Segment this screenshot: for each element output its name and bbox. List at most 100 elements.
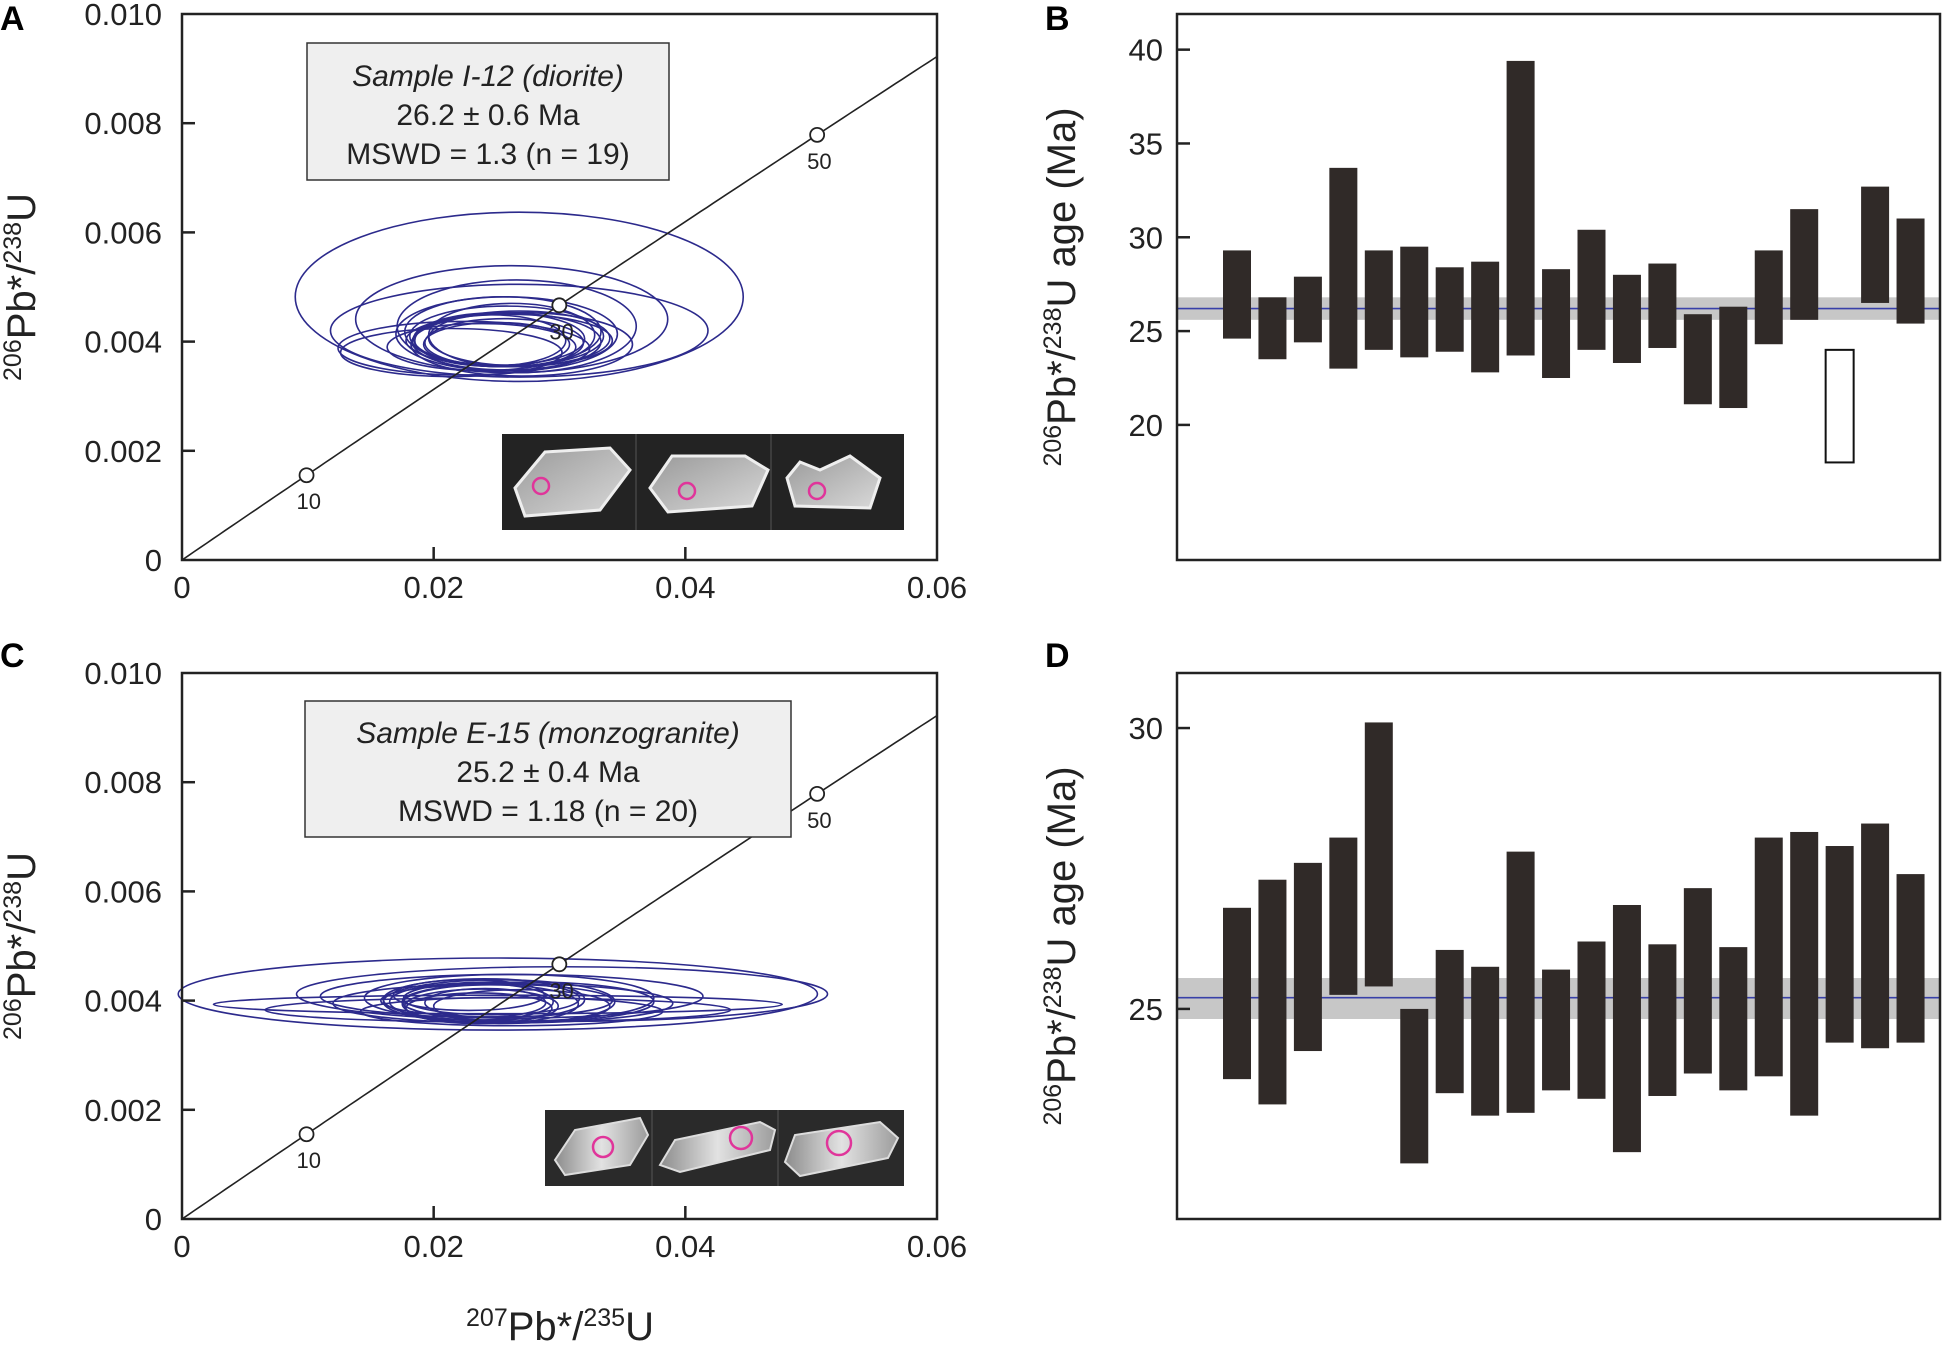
age-bar (1648, 944, 1677, 1096)
age-bar (1683, 314, 1712, 405)
x-tick-label: 0.04 (655, 1229, 715, 1264)
age-bar (1683, 888, 1712, 1074)
data-ellipse (177, 957, 819, 1031)
panel-c-ellipses (177, 957, 829, 1031)
data-ellipse (424, 987, 547, 1018)
y-tick-label: 40 (1129, 33, 1163, 68)
age-bar (1577, 941, 1606, 1099)
age-bar (1506, 60, 1535, 356)
age-bar (1364, 250, 1393, 350)
concordia-age-marker (551, 297, 568, 314)
x-tick-label: 0 (173, 570, 190, 605)
text-box-c: Sample E-15 (monzogranite) 25.2 ± 0.4 Ma… (304, 700, 792, 838)
x-tick-label: 0.04 (655, 570, 715, 605)
analysis-spot (531, 476, 551, 496)
panel-label-a: A (0, 0, 25, 38)
data-ellipse (337, 320, 591, 376)
zircon-grain (783, 1120, 900, 1178)
age-bar (1896, 218, 1925, 324)
data-ellipse (294, 211, 745, 383)
age-bar (1612, 904, 1641, 1153)
x-tick-label: 0.06 (907, 1229, 967, 1264)
age-text: 26.2 ± 0.6 Ma (396, 99, 580, 132)
age-bar (1542, 269, 1571, 378)
data-ellipse (332, 982, 674, 1024)
age-bar (1223, 907, 1251, 1080)
age-bar (1861, 186, 1890, 303)
axes-d: 25 30 (1129, 711, 1190, 1027)
age-bar (1861, 823, 1890, 1049)
panel-b: B 20 25 30 35 40 206Pb*/238U age (Ma) (1039, 0, 1942, 562)
age-bar (1612, 274, 1641, 363)
age-bar (1471, 966, 1500, 1116)
age-text: 25.2 ± 0.4 Ma (456, 756, 640, 789)
age-bar (1435, 267, 1464, 352)
y-tick-label: 0 (145, 543, 162, 578)
mswd-text: MSWD = 1.18 (n = 20) (398, 795, 698, 828)
x-tick-label: 0.02 (403, 570, 463, 605)
concordia-age-label: 30 (549, 319, 573, 344)
y-tick-label: 0.002 (84, 1093, 162, 1128)
y-tick-label: 30 (1129, 711, 1163, 746)
data-ellipse (212, 994, 784, 1015)
data-ellipse (388, 982, 555, 1022)
plot-frame (180, 671, 939, 1221)
analysis-spot (591, 1135, 615, 1159)
axes-a: 0 0.02 0.04 0.06 0 0.002 0.004 0.006 0.008 0.010 (84, 0, 967, 605)
sample-name: Sample E-15 (monzogranite) (356, 717, 740, 750)
concordia-age-label: 10 (297, 1148, 321, 1173)
bars-d (1177, 722, 1940, 1164)
ellipse-group (294, 211, 745, 383)
age-bar (1293, 862, 1322, 1052)
age-bar (1506, 851, 1535, 1113)
y-axis-label: 206Pb*/238U age (Ma) (1039, 107, 1084, 466)
concordia-age-marker (298, 1126, 315, 1143)
data-ellipse (386, 322, 577, 372)
axes-c: 0 0.02 0.04 0.06 0 0.002 0.004 0.006 0.008 0.010 (84, 656, 967, 1264)
axes-b: 20 25 30 35 40 (1129, 33, 1190, 443)
analysis-spot (677, 481, 697, 501)
y-tick-label: 25 (1129, 314, 1163, 349)
age-bar (1719, 306, 1748, 409)
data-ellipse (359, 996, 664, 1027)
annotation-box (304, 700, 792, 838)
analysis-spot (728, 1125, 754, 1151)
analysis-spot (807, 481, 827, 501)
age-bar (1400, 1008, 1429, 1164)
age-bar (1754, 250, 1783, 345)
y-tick-label: 0.004 (84, 325, 162, 360)
age-bar (1754, 837, 1783, 1077)
annotation-box (306, 42, 670, 181)
data-ellipse (413, 314, 567, 367)
y-tick-label: 0.002 (84, 434, 162, 469)
age-bar (1648, 263, 1677, 348)
y-tick-label: 0 (145, 1202, 162, 1237)
x-tick-label: 0.06 (907, 570, 967, 605)
concordia-a: 10 30 50 (181, 55, 938, 561)
concordia-age-label: 30 (549, 978, 573, 1003)
concordia-age-marker (298, 467, 315, 484)
plot-frame (180, 12, 939, 562)
analysis-spot (825, 1129, 853, 1157)
age-bar (1790, 831, 1819, 1116)
age-bar (1258, 879, 1287, 1105)
concordia-c: 10 30 50 (181, 714, 938, 1220)
y-tick-label: 0.010 (84, 0, 162, 32)
concordia-age-marker (809, 785, 826, 802)
y-tick-label: 0.010 (84, 656, 162, 691)
panel-a-ellipses (294, 211, 745, 383)
concordia-age-label: 50 (807, 808, 831, 833)
data-ellipse (427, 310, 611, 367)
concordia-age-label: 50 (807, 149, 831, 174)
y-tick-label: 25 (1129, 992, 1163, 1027)
data-ellipse (339, 327, 563, 378)
cl-image-inset-a (502, 434, 904, 530)
concordia-age-marker (551, 956, 568, 973)
mswd-text: MSWD = 1.3 (n = 19) (346, 138, 629, 171)
age-bar (1293, 276, 1322, 343)
data-ellipse (410, 311, 634, 377)
y-tick-label: 20 (1129, 408, 1163, 443)
age-bar (1364, 722, 1393, 987)
x-axis-label: 207Pb*/235U (466, 1304, 654, 1349)
